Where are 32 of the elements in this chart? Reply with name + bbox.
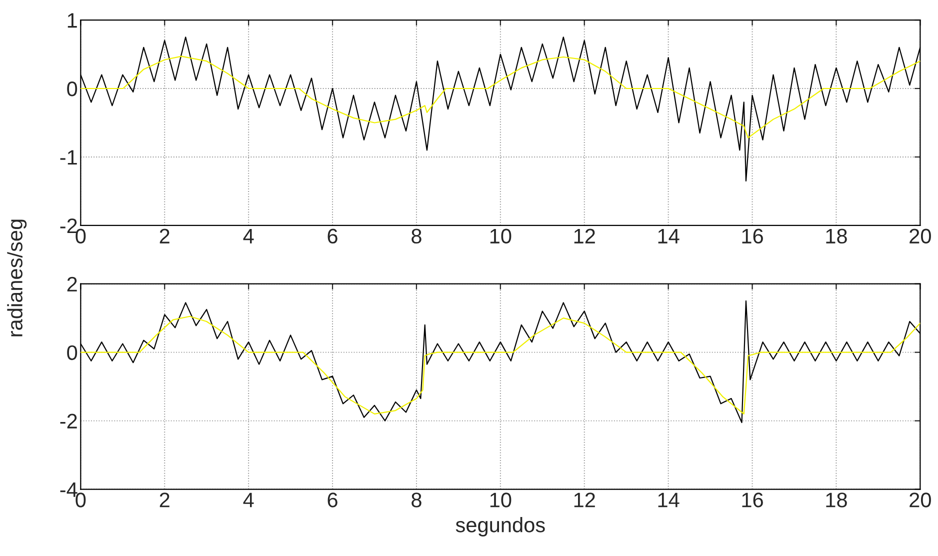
x-tick-label: 18 — [826, 492, 847, 508]
x-tick-label: 12 — [574, 228, 595, 244]
x-tick-label: 12 — [574, 492, 595, 508]
x-tick-label: 8 — [412, 228, 422, 244]
line-series — [80, 56, 920, 138]
x-tick-label: 8 — [412, 492, 422, 508]
x-tick-label: 6 — [328, 492, 338, 508]
line-series — [80, 316, 920, 415]
x-tick-label: 16 — [742, 228, 763, 244]
x-tick-label: 10 — [490, 228, 512, 244]
x-tick-label: 16 — [742, 492, 763, 508]
x-tick-label: 2 — [160, 228, 170, 244]
y-tick-label: 2 — [67, 276, 77, 292]
y-tick-label: -2 — [60, 218, 77, 234]
y-tick-label: -1 — [60, 150, 77, 165]
y-tick-label: 0 — [67, 82, 78, 96]
x-tick-label: 6 — [328, 228, 338, 244]
x-tick-label: 2 — [160, 492, 170, 508]
x-tick-label: 4 — [243, 492, 254, 508]
x-tick-label: 10 — [490, 492, 512, 508]
y-axis-title: radianes/seg — [7, 220, 27, 336]
y-tick-label: 1 — [68, 13, 77, 28]
x-tick-label: 14 — [658, 229, 680, 244]
x-tick-label: 20 — [910, 492, 931, 508]
y-tick-label: -2 — [60, 414, 77, 428]
y-tick-label: 0 — [67, 345, 78, 360]
y-tick-label: -4 — [60, 482, 78, 497]
x-tick-label: 14 — [658, 492, 680, 508]
x-tick-label: 18 — [826, 228, 847, 244]
x-axis-title: segundos — [456, 517, 545, 536]
x-tick-label: 4 — [243, 229, 254, 244]
x-tick-label: 20 — [910, 228, 931, 244]
